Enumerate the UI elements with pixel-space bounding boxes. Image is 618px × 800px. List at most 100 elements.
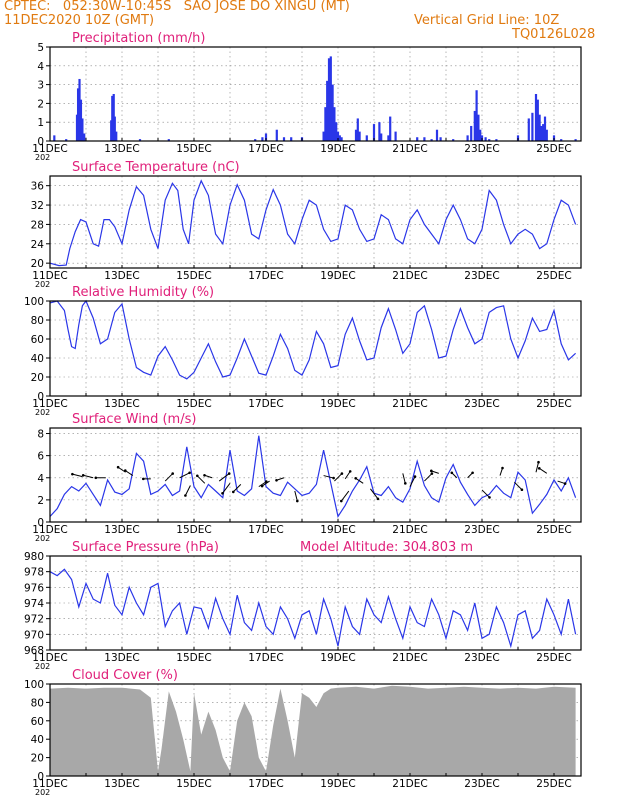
precip-bar (531, 112, 534, 141)
precip-bar (416, 137, 419, 141)
x-date-label: 21DEC (392, 524, 427, 536)
wind-arrow (232, 484, 242, 493)
x-date-label: 23DEC (464, 524, 499, 536)
temp-line (49, 179, 577, 267)
x-date-label: 25DEC (536, 524, 571, 536)
wind-arrow-head (376, 497, 380, 501)
precip-bar (83, 133, 86, 141)
wind-arrow-head (488, 496, 491, 499)
wind-arrow (261, 480, 270, 487)
precip-title: Precipitation (mm/h) (72, 31, 205, 46)
y-tick-label: 36 (31, 181, 45, 193)
precip-bar (290, 137, 293, 141)
wind-arrow-head (232, 490, 235, 494)
wind-arrow-head (260, 484, 264, 488)
x-year-stub: 202 (35, 153, 50, 162)
precip-bar (423, 137, 426, 141)
y-tick-label: 4 (37, 473, 44, 485)
y-tick-label: 2 (37, 495, 44, 507)
precip-bar (329, 56, 332, 141)
x-date-label: 17DEC (248, 270, 283, 282)
y-tick-label: 1 (37, 117, 44, 129)
wind-arrow (222, 482, 231, 494)
precip-bar (76, 88, 80, 141)
x-date-label: 15DEC (176, 398, 211, 410)
temp-title: Surface Temperature (nC) (72, 160, 240, 175)
precip-bar (167, 139, 170, 141)
precip-bar (536, 99, 539, 141)
x-date-label: 11DEC (32, 270, 67, 282)
wind-arrow-head (501, 466, 504, 470)
y-tick-label: 4 (37, 61, 44, 73)
precip-bar (340, 137, 343, 141)
wind-arrow-head (124, 469, 127, 472)
wind-arrow-head (450, 471, 454, 475)
x-date-label: 19DEC (320, 270, 355, 282)
wind-arrow (218, 473, 230, 482)
wind-arrow (514, 481, 523, 491)
y-tick-label: 8 (37, 429, 44, 441)
x-date-label: 21DEC (392, 270, 427, 282)
precip-bar (542, 124, 545, 141)
wind-arrow-head (171, 472, 174, 475)
wind-arrow (258, 481, 267, 488)
wind-arrow-head (227, 472, 231, 475)
x-date-label: 21DEC (392, 143, 427, 155)
wind-arrow-head (188, 471, 191, 475)
wind-title: Surface Wind (m/s) (72, 412, 196, 427)
wind-arrow (164, 473, 174, 482)
x-date-label: 13DEC (104, 143, 139, 155)
wind-arrow (125, 470, 134, 476)
pres-line (49, 568, 577, 649)
precip-bar (538, 114, 541, 141)
wind-arrow-head (471, 471, 474, 475)
wind-arrow (204, 474, 213, 479)
x-date-label: 25DEC (536, 778, 571, 790)
x-date-label: 11DEC (32, 524, 67, 536)
y-tick-label: 2 (37, 98, 44, 110)
wind-arrow (323, 475, 334, 479)
x-year-stub: 202 (35, 788, 50, 797)
wind-arrow (72, 473, 83, 478)
y-tick-label: 980 (24, 551, 44, 563)
x-date-label: 19DEC (320, 398, 355, 410)
precip-bar (336, 131, 340, 141)
y-tick-label: 32 (31, 200, 44, 212)
wind-arrow-head (275, 478, 278, 482)
x-date-label: 17DEC (248, 143, 283, 155)
y-tick-label: 40 (31, 734, 44, 746)
header-grid-note: Vertical Grid Line: 10Z (414, 13, 560, 28)
x-year-stub: 202 (35, 534, 50, 543)
cloud-panel: 0 20 40 60 80 100 11DEC 13DEC 15DEC 17DEC 19DEC 21D… (24, 668, 582, 797)
precip-bar (372, 124, 376, 141)
precip-bar (115, 131, 118, 141)
y-tick-label: 0 (37, 517, 44, 529)
x-date-label: 23DEC (464, 270, 499, 282)
x-year-stub: 202 (35, 280, 50, 289)
wind-arrow-head (340, 472, 344, 475)
precip-bar (452, 139, 455, 141)
precip-frame (49, 46, 582, 142)
x-date-label: 19DEC (320, 143, 355, 155)
x-date-label: 19DEC (320, 778, 355, 790)
precip-bar (365, 135, 368, 141)
wind-arrow (344, 471, 351, 480)
header-location: CPTEC: 052:30W-10:45S SAO JOSE DO XINGU … (4, 0, 350, 14)
wind-arrow-head (537, 460, 540, 464)
precip-bar (275, 129, 278, 141)
precip-bar (335, 122, 338, 141)
x-date-label: 25DEC (536, 270, 571, 282)
wind-arrow-head (184, 494, 187, 497)
precip-bar (356, 118, 359, 141)
x-date-label: 11DEC (32, 398, 67, 410)
rh-panel: 0 20 40 60 80 100 11DEC 13DEC 15DEC 17DEC 19DEC 21D… (24, 285, 582, 417)
wind-arrow-head (563, 482, 567, 485)
precip-bar (470, 125, 473, 141)
precip-bar (540, 125, 543, 141)
precip-bar (534, 94, 538, 141)
wind-arrow-head (81, 473, 85, 477)
precip-bar (282, 137, 286, 141)
precip-bar (254, 139, 257, 141)
wind-arrow-head (348, 470, 352, 473)
wind-arrow-head (430, 469, 433, 473)
